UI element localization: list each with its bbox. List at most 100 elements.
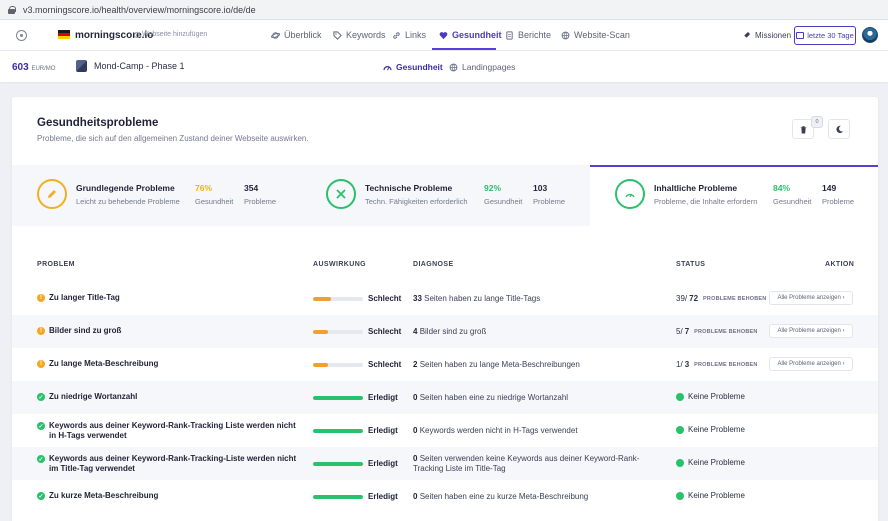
check-circle-icon bbox=[676, 458, 684, 467]
nav-item-keywords[interactable]: Keywords bbox=[333, 30, 386, 40]
column-header-action[interactable]: AKTION bbox=[825, 261, 855, 268]
tab-health[interactable]: Gesundheit bbox=[383, 62, 443, 72]
snooze-button[interactable] bbox=[828, 119, 850, 139]
status-text: Keine Probleme bbox=[676, 392, 745, 401]
warning-icon: ! bbox=[37, 327, 45, 335]
lock-icon bbox=[8, 5, 16, 14]
check-icon: ✓ bbox=[37, 492, 45, 500]
app-nav: morningscore.io Webseite hinzufügen Über… bbox=[0, 20, 888, 51]
nav-active-indicator bbox=[432, 48, 496, 50]
problem-categories: Grundlegende Probleme Leicht zu behebend… bbox=[12, 165, 878, 226]
trash-count-badge: 0 bbox=[811, 116, 823, 128]
table-row[interactable]: ! Zu langer Title-Tag Schlecht 33 Seiten… bbox=[12, 282, 878, 315]
nav-item-links[interactable]: Links bbox=[392, 30, 426, 40]
impact-bar bbox=[313, 363, 363, 367]
german-flag-icon[interactable] bbox=[58, 30, 70, 39]
show-all-problems-button[interactable]: Alle Probleme anzeigen › bbox=[769, 291, 853, 305]
diagnosis-text: 33 Seiten haben zu lange Title-Tags bbox=[413, 294, 541, 303]
impact-bar bbox=[313, 396, 363, 400]
table-row[interactable]: ✓ Zu kurze Meta-Beschreibung Erledigt 0 … bbox=[37, 491, 745, 501]
diagnosis-text: 0 Seiten haben eine zu niedrige Wortanza… bbox=[413, 393, 569, 402]
column-header-problem[interactable]: PROBLEM bbox=[37, 261, 75, 268]
trash-icon bbox=[800, 125, 806, 133]
impact-bar-fill bbox=[313, 363, 328, 367]
missions-link[interactable]: Missionen bbox=[742, 31, 791, 40]
tools-ring-icon bbox=[326, 179, 356, 209]
table-row[interactable]: ✓ Keywords aus deiner Keyword-Rank-Track… bbox=[12, 447, 878, 480]
impact-bar bbox=[313, 462, 363, 466]
column-header-impact[interactable]: AUSWIRKUNG bbox=[313, 261, 366, 268]
tag-icon bbox=[333, 30, 342, 40]
rocket-icon bbox=[743, 32, 750, 39]
check-circle-icon bbox=[676, 491, 684, 500]
nav-item-health[interactable]: Gesundheit bbox=[439, 30, 502, 40]
period-selector-button[interactable]: letzte 30 Tage bbox=[794, 26, 856, 45]
avatar[interactable] bbox=[862, 27, 878, 43]
diagnosis-text: 4 Bilder sind zu groß bbox=[413, 327, 487, 336]
document-icon bbox=[506, 30, 513, 40]
check-icon: ✓ bbox=[37, 455, 45, 463]
globe-icon bbox=[561, 31, 570, 39]
category-technical[interactable]: Technische Probleme Techn. Fähigkeiten e… bbox=[301, 165, 590, 226]
table-row[interactable]: ! Bilder sind zu groß Schlecht 4 Bilder … bbox=[12, 315, 878, 348]
impact-bar-fill bbox=[313, 396, 363, 400]
impact-bar-fill bbox=[313, 429, 363, 433]
show-all-problems-button[interactable]: Alle Probleme anzeigen › bbox=[769, 324, 853, 338]
moon-icon bbox=[835, 125, 843, 133]
table-row[interactable]: ✓ Zu niedrige Wortanzahl Erledigt 0 Seit… bbox=[12, 381, 878, 414]
column-header-diagnosis[interactable]: DIAGNOSE bbox=[413, 261, 454, 268]
impact-bar-fill bbox=[313, 495, 363, 499]
category-content[interactable]: Inhaltliche Probleme Probleme, die Inhal… bbox=[590, 165, 878, 226]
add-site-link[interactable]: Webseite hinzufügen bbox=[134, 31, 207, 38]
warning-icon: ! bbox=[37, 360, 45, 368]
sub-nav: 603 EUR/MO Mond-Camp - Phase 1 Gesundhei… bbox=[0, 51, 888, 82]
plus-icon bbox=[134, 31, 140, 38]
column-header-status[interactable]: STATUS bbox=[676, 261, 706, 268]
url-text[interactable]: v3.morningscore.io/health/overview/morni… bbox=[23, 4, 256, 15]
card-title: Gesundheitsprobleme bbox=[37, 117, 159, 129]
impact-bar bbox=[313, 297, 363, 301]
impact-bar bbox=[313, 429, 363, 433]
category-basic[interactable]: Grundlegende Probleme Leicht zu behebend… bbox=[12, 165, 301, 226]
table-row[interactable]: ! Zu lange Meta-Beschreibung Schlecht 2 … bbox=[12, 348, 878, 381]
impact-bar-fill bbox=[313, 297, 331, 301]
cube-icon bbox=[76, 60, 87, 72]
nav-item-reports[interactable]: Berichte bbox=[505, 30, 551, 40]
status-text: 1 / 3 PROBLEME BEHOBEN bbox=[676, 360, 758, 369]
impact-bar bbox=[313, 330, 363, 334]
status-text: Keine Probleme bbox=[676, 425, 745, 434]
status-text: Keine Probleme bbox=[676, 491, 745, 500]
health-problems-card: Gesundheitsprobleme Probleme, die sich a… bbox=[12, 97, 878, 521]
tab-landingpages[interactable]: Landingpages bbox=[449, 62, 515, 72]
impact-bar-fill bbox=[313, 330, 328, 334]
site-name[interactable]: morningscore.io bbox=[75, 30, 154, 41]
target-icon[interactable] bbox=[16, 30, 27, 41]
status-text: Keine Probleme bbox=[676, 458, 745, 467]
price-display: 603 EUR/MO bbox=[12, 62, 56, 73]
pencil-icon bbox=[48, 190, 56, 198]
card-subtitle: Probleme, die sich auf den allgemeinen Z… bbox=[37, 134, 309, 143]
nav-item-website-scan[interactable]: Website-Scan bbox=[561, 30, 630, 40]
planet-icon bbox=[271, 31, 280, 39]
browser-url-bar[interactable]: v3.morningscore.io/health/overview/morni… bbox=[0, 0, 888, 20]
diagnosis-text: 0 Keywords werden nicht in H-Tags verwen… bbox=[413, 426, 578, 435]
link-icon bbox=[393, 31, 400, 39]
impact-bar-fill bbox=[313, 462, 363, 466]
gauge-icon bbox=[383, 65, 392, 70]
project-selector[interactable]: Mond-Camp - Phase 1 bbox=[76, 60, 185, 72]
status-text: 5 / 7 PROBLEME BEHOBEN bbox=[676, 327, 758, 336]
impact-bar bbox=[313, 495, 363, 499]
show-all-problems-button[interactable]: Alle Probleme anzeigen › bbox=[769, 357, 853, 371]
content-ring-icon bbox=[615, 179, 645, 209]
table-row[interactable]: ✓ Keywords aus deiner Keyword-Rank-Track… bbox=[37, 421, 745, 440]
diagnosis-text: 0 Seiten haben eine zu kurze Meta-Beschr… bbox=[413, 492, 589, 501]
warning-icon: ! bbox=[37, 294, 45, 302]
status-text: 39 / 72 PROBLEME BEHOBEN bbox=[676, 294, 767, 303]
calendar-icon bbox=[796, 32, 805, 39]
trash-button[interactable] bbox=[792, 119, 814, 139]
tools-icon bbox=[336, 189, 346, 199]
heart-icon bbox=[439, 31, 448, 39]
nav-item-overview[interactable]: Überblick bbox=[271, 30, 322, 40]
gauge-icon bbox=[625, 193, 635, 198]
diagnosis-text: 2 Seiten haben zu lange Meta-Beschreibun… bbox=[413, 360, 580, 369]
